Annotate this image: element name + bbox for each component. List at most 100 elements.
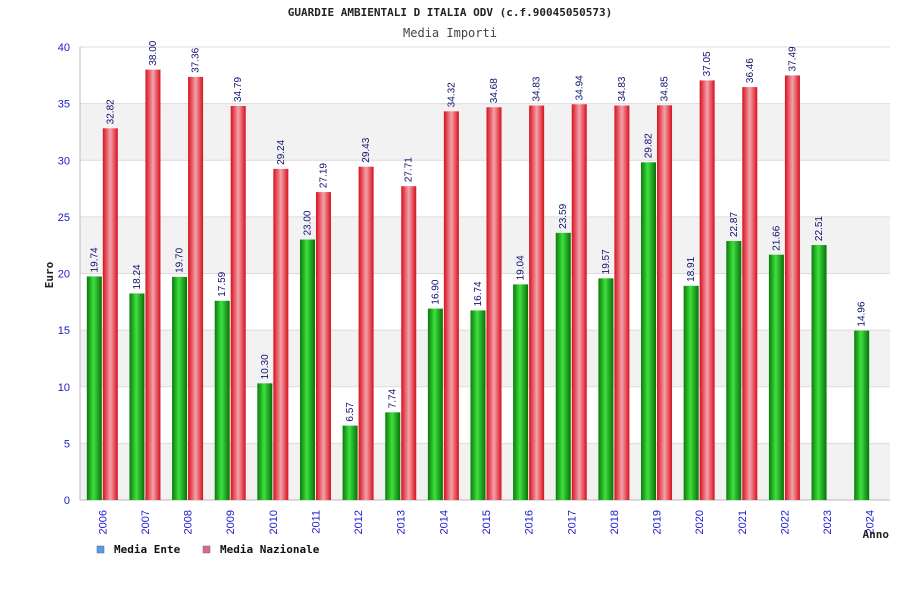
bar-media-ente — [726, 240, 742, 500]
bar-media-nazionale — [401, 186, 417, 500]
bar-value-label: 18.24 — [132, 264, 143, 289]
y-axis-label: Euro — [43, 261, 56, 288]
bar-media-nazionale — [699, 80, 715, 500]
x-tick-label: 2007 — [140, 510, 152, 534]
bar-value-label: 19.57 — [601, 249, 612, 274]
bar-value-label: 7.74 — [388, 388, 399, 408]
y-axis-ticks: 0 5 10 15 20 25 30 35 40 — [58, 42, 70, 507]
bar-media-nazionale — [571, 104, 587, 500]
legend-label: Media Ente — [114, 543, 181, 556]
y-tick-label: 20 — [58, 269, 70, 281]
bar-value-label: 34.68 — [489, 78, 500, 103]
x-axis-label: Anno — [863, 528, 890, 541]
bar-media-ente — [811, 245, 827, 500]
bar-media-ente — [683, 285, 699, 500]
x-tick-label: 2024 — [865, 510, 877, 534]
bar-media-ente — [172, 276, 188, 500]
bar-media-ente — [427, 308, 443, 500]
bar-value-label: 38.00 — [148, 40, 159, 65]
x-tick-label: 2009 — [225, 510, 237, 534]
x-tick-label: 2019 — [652, 510, 664, 534]
legend-label: Media Nazionale — [220, 543, 320, 556]
bar-media-nazionale — [614, 105, 630, 501]
bar-value-label: 19.74 — [89, 247, 100, 272]
bar-media-nazionale — [315, 192, 331, 501]
bar-media-nazionale — [529, 105, 545, 501]
bar-value-label: 23.00 — [302, 210, 313, 235]
bar-media-nazionale — [273, 168, 289, 500]
bar-media-nazionale — [358, 166, 374, 500]
bar-value-label: 16.90 — [430, 279, 441, 304]
bar-value-label: 37.05 — [702, 51, 713, 76]
x-tick-label: 2023 — [822, 510, 834, 534]
value-labels: 19.74 32.82 18.24 38.00 19.70 37.36 17.59 34.79… — [89, 40, 867, 421]
x-tick-label: 2015 — [481, 510, 493, 534]
bar-value-label: 21.66 — [771, 225, 782, 250]
bar-value-label: 36.46 — [745, 58, 756, 83]
bar-value-label: 6.57 — [345, 402, 356, 422]
bar-media-ente — [598, 278, 614, 500]
x-tick-label: 2012 — [353, 510, 365, 534]
bar-value-label: 18.91 — [686, 256, 697, 281]
bar-media-ente — [470, 310, 486, 500]
bar-media-ente — [513, 284, 529, 500]
x-tick-label: 2006 — [97, 510, 109, 534]
legend-swatch — [96, 545, 105, 554]
bar-value-label: 37.49 — [787, 46, 798, 71]
bar-media-ente — [299, 239, 315, 500]
bar-value-label: 22.51 — [814, 216, 825, 241]
bar-media-ente — [257, 383, 273, 500]
bar-media-nazionale — [742, 87, 758, 500]
y-tick-label: 5 — [64, 438, 70, 450]
bar-media-nazionale — [102, 128, 118, 500]
x-tick-label: 2021 — [737, 510, 749, 534]
chart-subtitle: Media Importi — [403, 26, 497, 40]
bar-value-label: 34.83 — [532, 76, 543, 101]
bar-value-label: 29.43 — [361, 137, 372, 162]
bar-media-nazionale — [784, 75, 800, 500]
bar-media-ente — [385, 412, 401, 500]
bar-media-ente — [86, 276, 102, 500]
x-tick-label: 2014 — [438, 510, 450, 534]
bar-media-nazionale — [145, 69, 161, 501]
chart-title: GUARDIE AMBIENTALI D ITALIA ODV (c.f.900… — [288, 6, 613, 19]
bar-media-nazionale — [230, 106, 246, 501]
x-tick-label: 2017 — [566, 510, 578, 534]
x-tick-label: 2010 — [268, 510, 280, 534]
bar-value-label: 34.85 — [660, 76, 671, 101]
bar-media-ente — [854, 330, 870, 500]
bar-value-label: 19.70 — [175, 247, 186, 272]
legend-swatch — [202, 545, 211, 554]
bar-value-label: 29.24 — [276, 139, 287, 164]
bar-value-label: 27.71 — [404, 157, 415, 182]
bar-value-label: 10.30 — [260, 354, 271, 379]
y-tick-label: 30 — [58, 155, 70, 167]
x-tick-label: 2013 — [396, 510, 408, 534]
bar-media-ente — [555, 232, 571, 500]
y-tick-label: 25 — [58, 212, 70, 224]
legend: Media Ente Media Nazionale — [96, 543, 320, 556]
bar-media-ente — [342, 425, 358, 500]
bars — [86, 69, 870, 501]
bar-media-nazionale — [443, 111, 459, 501]
x-tick-label: 2022 — [779, 510, 791, 534]
x-tick-label: 2008 — [183, 510, 195, 534]
bar-media-nazionale — [486, 107, 502, 501]
bar-value-label: 14.96 — [857, 301, 868, 326]
bar-value-label: 19.04 — [516, 255, 527, 280]
bar-value-label: 23.59 — [558, 203, 569, 228]
bar-value-label: 27.19 — [318, 163, 329, 188]
bar-media-ente — [641, 162, 657, 500]
bar-media-ente — [768, 254, 784, 500]
bar-media-nazionale — [657, 105, 673, 500]
x-tick-label: 2011 — [310, 510, 322, 534]
x-tick-label: 2020 — [694, 510, 706, 534]
bar-value-label: 32.82 — [105, 99, 116, 124]
x-tick-label: 2018 — [609, 510, 621, 534]
x-tick-label: 2016 — [524, 510, 536, 534]
bar-value-label: 37.36 — [191, 47, 202, 72]
y-tick-label: 10 — [58, 382, 70, 394]
bar-value-label: 16.74 — [473, 281, 484, 306]
y-tick-label: 0 — [64, 495, 70, 507]
